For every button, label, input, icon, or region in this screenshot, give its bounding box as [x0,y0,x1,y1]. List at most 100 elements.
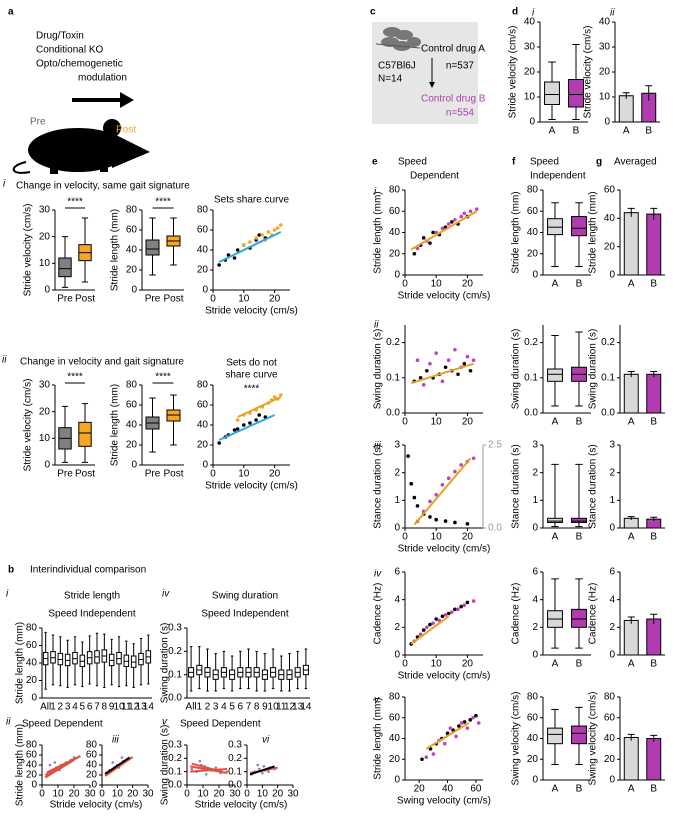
y-tick-label: 2 [532,622,538,633]
x-tick-label: 20 [269,469,281,480]
x-tick-label: 10 [431,417,443,428]
x-axis-label: Swing velocity (cm/s) [397,796,491,807]
scatter-point [217,441,221,445]
scatter-point [431,752,436,756]
x-tick-label: 0 [402,659,408,670]
x-tick-label: 10 [238,469,250,480]
x-tick-label: 30 [287,789,299,800]
scatter-point [412,251,417,256]
y-tick-label: 0 [394,270,400,281]
y-tick-label: 0.0 [168,780,182,791]
y-tick-label: 80 [527,185,539,196]
y-tick-label: 40 [126,420,138,431]
y-tick-label: 60 [126,225,138,236]
error-bar [650,370,658,378]
scatter-point [462,361,467,366]
box [568,79,584,108]
scatter-point [242,243,246,247]
annotation: **** [67,197,83,208]
connector [375,43,421,49]
y-axis-label: Stride length (mm) [15,622,26,704]
x-tick-label: 0 [402,279,408,290]
y-tick-label: 20 [86,770,98,781]
x-tick-label: 1 [50,702,56,713]
column-heading: Averaged [614,157,657,168]
bar [623,736,639,781]
scatter-point [257,767,261,771]
x-tick-label: B [576,279,583,290]
scatter-point [450,220,454,224]
y-tick-label: 0 [44,460,50,471]
y-tick-label: 40 [524,17,536,28]
scatter-point [421,383,426,387]
y-tick-label: 30 [599,42,611,53]
y-tick-label: 0 [31,693,37,704]
y-tick-label: 40 [26,658,38,669]
y-tick-label: 30 [524,42,536,53]
box [571,216,587,237]
error-bar [650,516,658,522]
row-numeral: iv [374,569,382,580]
y-tick-label: 0 [131,460,137,471]
y-tick-label: 2 [394,467,400,478]
x-tick-label: 40 [442,784,454,795]
chart-title: Sets share curve [214,195,289,206]
y-axis-label: Stride velocity (cm/s) [23,204,34,297]
y-tick-label: 60 [26,750,38,761]
scatter-point [272,228,277,232]
mouse-icons [381,27,421,51]
y-tick-label: 10 [39,433,51,444]
scatter-point [425,368,429,373]
scatter-point [260,233,265,237]
scatter-point [446,222,451,226]
y-tick-label: 0.1 [601,372,615,383]
scatter-point [418,376,423,380]
x-tick-label: B [650,279,657,290]
trend-line [249,765,275,776]
box [544,81,560,105]
y-tick-label: 10 [524,92,536,103]
y-tick-label: 40 [599,17,611,28]
x-tick-label: 0 [244,789,250,800]
trend-line [190,768,228,773]
group-label: Control drug A [421,44,485,55]
bar [646,213,662,276]
x-tick-label: A [552,532,559,543]
x-tick-label: 8 [102,702,108,713]
scatter-point [254,418,258,422]
y-axis-label: Swing velocity (cm/s) [588,692,599,786]
y-tick-label: 80 [197,380,209,391]
x-tick-label: 5 [80,702,86,713]
error-bar [627,370,635,378]
x-tick-label: A [552,279,559,290]
trend-line [104,756,131,775]
error-bar [650,734,658,742]
x-tick-label: 14 [300,702,312,713]
y-axis-label: Stride velocity (cm/s) [508,26,519,119]
subpanel-numeral: v [162,717,168,728]
scatter-point [406,454,410,458]
x-tick-label: 9 [262,702,268,713]
scatter-point [434,351,439,355]
x-axis-label: Stride velocity (cm/s) [50,800,143,811]
y-tick-label: 0.2 [524,337,538,348]
scatter-point [235,248,240,252]
y-tick-label: 0 [44,285,50,296]
y-axis-label: Stance duration (s) [511,444,522,529]
trend-line [410,210,478,251]
x-tick-label: 30 [229,789,241,800]
scatter-point [440,614,445,619]
subpanel-subtitle: Speed Independent [201,609,289,620]
x-tick-label: Pre [57,294,73,305]
y-tick-label: 3 [394,440,400,451]
x-tick-label: 13 [292,702,304,713]
y-tick-label: 80 [197,205,209,216]
x-tick-label: 3 [65,702,71,713]
y-tick-label: 20 [26,675,38,686]
arrow-head [120,92,134,108]
x-tick-label: B [650,784,657,795]
x-tick-label: 9 [109,702,115,713]
y-tick-label: 20 [527,754,539,765]
scatter-point [190,767,194,771]
y-axis-label: Stride length (mm) [110,209,121,291]
